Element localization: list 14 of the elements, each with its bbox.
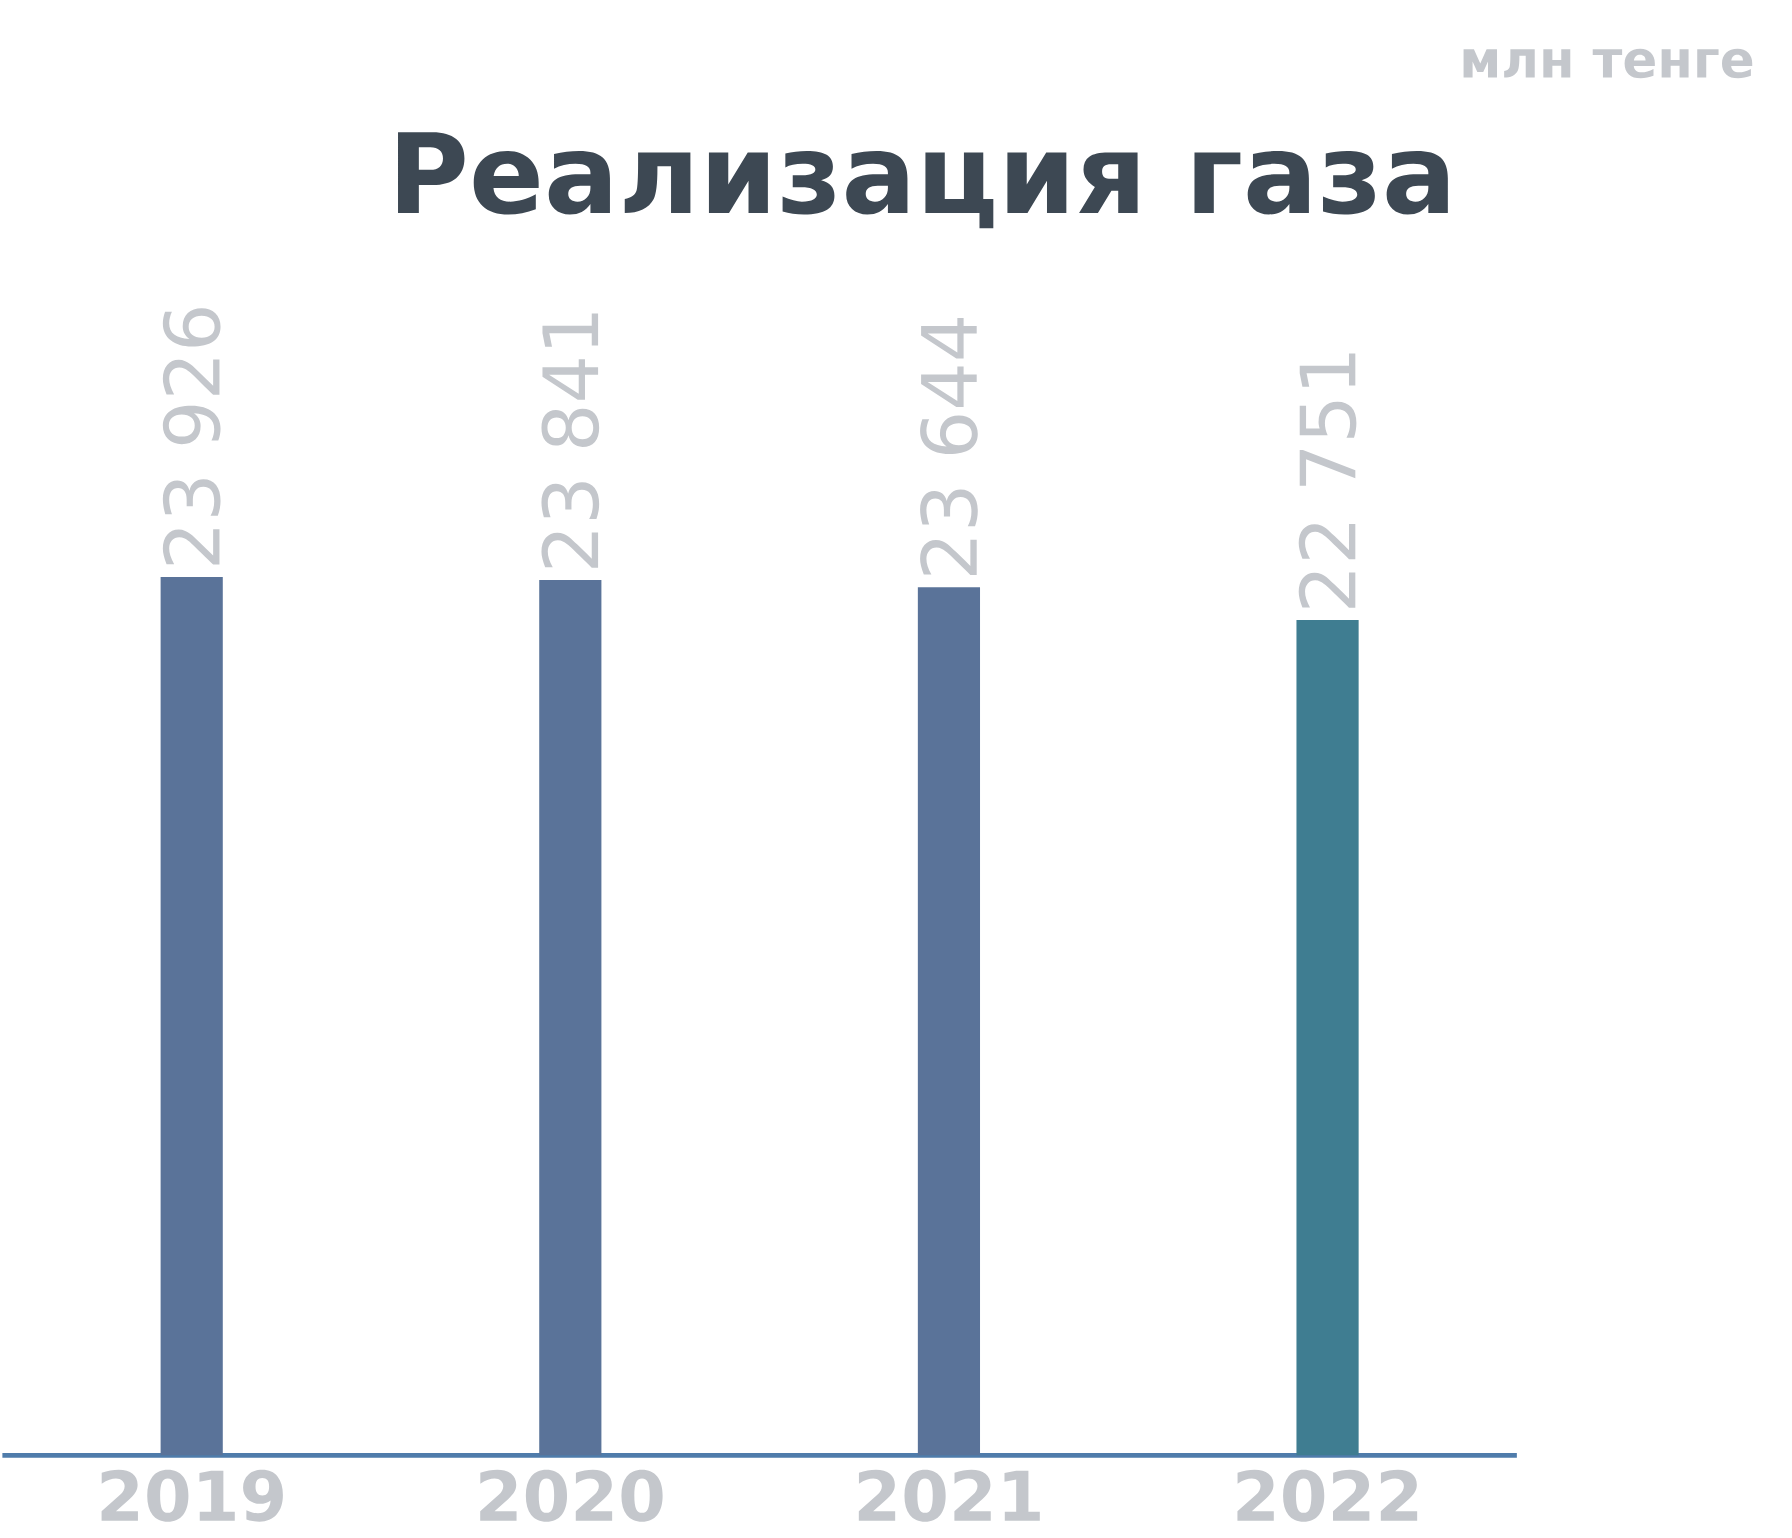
data-label: 23 644	[920, 317, 978, 575]
data-label: 23 926	[162, 308, 221, 565]
bar	[1296, 619, 1359, 1456]
x-tick-label: 2019	[101, 1469, 283, 1522]
x-tick-label: 2022	[1237, 1469, 1418, 1522]
chart-title: Реализация газа	[398, 132, 1448, 229]
x-tick-label: 2020	[480, 1469, 663, 1522]
bar	[160, 576, 223, 1456]
data-label: 23 841	[541, 313, 600, 568]
text: млн тенге	[1463, 48, 1753, 79]
data-label: 22 751	[1298, 353, 1357, 608]
bar	[917, 587, 981, 1456]
x-tick-label: 2021	[858, 1469, 1040, 1522]
bar	[539, 579, 602, 1456]
